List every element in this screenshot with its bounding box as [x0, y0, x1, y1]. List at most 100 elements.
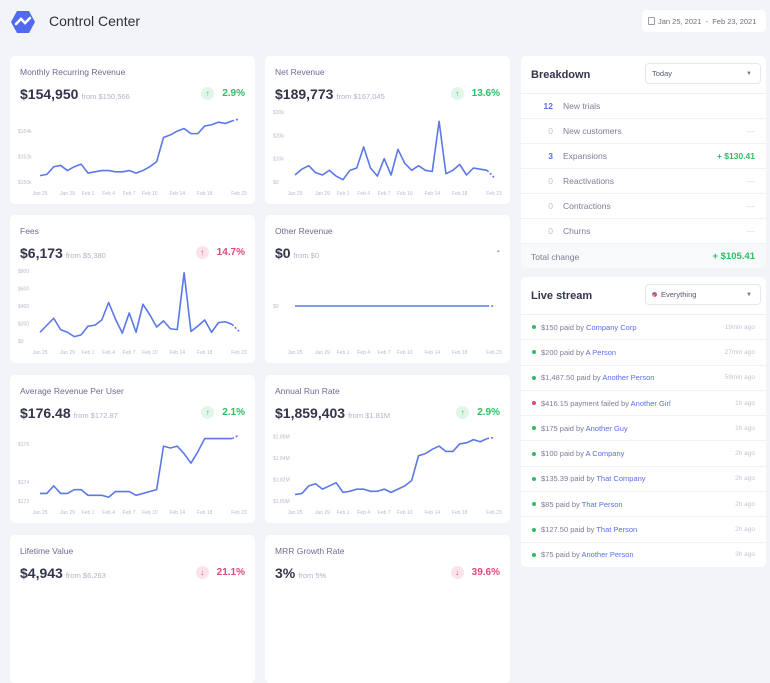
- x-tick-label: Feb 1: [82, 191, 95, 197]
- customer-link[interactable]: Another Guy: [585, 423, 628, 433]
- change-badge: ↑ 2.1%: [201, 406, 245, 419]
- x-tick-label: Feb 10: [397, 510, 413, 516]
- metric-value-text: 3%: [275, 565, 296, 581]
- metric-title: Annual Run Rate: [275, 386, 340, 396]
- livestream-filter-select[interactable]: Everything ▼: [645, 284, 761, 305]
- customer-link[interactable]: That Company: [596, 474, 646, 484]
- metric-card[interactable]: Monthly Recurring Revenue $154,950 from $…: [10, 56, 255, 204]
- metric-card[interactable]: Average Revenue Per User $176.48 from $17…: [10, 375, 255, 523]
- livestream-item[interactable]: $416.15 payment failed by Another Girl 1…: [521, 391, 766, 417]
- breakdown-count: 12: [543, 101, 553, 111]
- y-tick-label: $20k: [273, 133, 284, 139]
- customer-link[interactable]: That Person: [596, 525, 638, 535]
- event-description: $100 paid by: [541, 449, 584, 459]
- metric-previous: from $150,566: [81, 92, 130, 101]
- metric-card[interactable]: Net Revenue $189,773 from $167,045 ↑ 13.6%…: [265, 56, 510, 204]
- livestream-item[interactable]: $75 paid by Another Person 3h ago: [521, 543, 766, 567]
- event-time: 2h ago: [735, 526, 755, 534]
- metric-value: $176.48 from $172.87: [20, 405, 118, 421]
- metric-value-text: $154,950: [20, 86, 79, 102]
- total-change-label: Total change: [531, 251, 580, 262]
- series-projection: [486, 169, 495, 178]
- metric-value-text: $1,859,403: [275, 405, 346, 421]
- date-range-picker[interactable]: Jan 25, 2021 - Feb 23, 2021: [642, 10, 766, 32]
- breakdown-row[interactable]: 3 Expansions + $130.41: [521, 144, 766, 169]
- customer-link[interactable]: Another Girl: [630, 398, 671, 408]
- breakdown-amount: —: [746, 126, 756, 136]
- metric-card[interactable]: Fees $6,173 from $5,380 ↑ 14.7% $0 $200 $400 $…: [10, 215, 255, 363]
- breakdown-label: Reactivations: [563, 176, 615, 186]
- change-badge: ↑ 13.6%: [450, 87, 500, 100]
- customer-link[interactable]: That Person: [581, 499, 623, 509]
- breakdown-row[interactable]: 12 New trials: [521, 94, 766, 119]
- breakdown-label: New customers: [563, 126, 622, 136]
- customer-link[interactable]: Another Person: [581, 550, 634, 560]
- x-tick-label: Feb 10: [397, 191, 413, 197]
- metric-card[interactable]: Annual Run Rate $1,859,403 from $1.81M ↑ 2…: [265, 375, 510, 523]
- metric-card[interactable]: MRR Growth Rate 3% from 5% ↓ 39.6%: [265, 535, 510, 683]
- livestream-item[interactable]: $85 paid by That Person 2h ago: [521, 492, 766, 518]
- status-dot-icon: [532, 552, 536, 557]
- metric-title: Average Revenue Per User: [20, 386, 124, 396]
- status-dot-icon: [532, 476, 536, 481]
- app-title: Control Center: [49, 13, 141, 29]
- livestream-item[interactable]: $200 paid by A Person 27min ago: [521, 340, 766, 366]
- customer-link[interactable]: A Company: [585, 449, 625, 459]
- breakdown-amount: —: [746, 226, 756, 236]
- breakdown-row[interactable]: 0 New customers —: [521, 119, 766, 144]
- breakdown-row[interactable]: 0 Reactivations —: [521, 169, 766, 194]
- date-range-text: Jan 25, 2021 - Feb 23, 2021: [658, 16, 757, 26]
- customer-link[interactable]: A Person: [585, 347, 617, 357]
- x-tick-label: Feb 1: [337, 191, 350, 197]
- livestream-item[interactable]: $100 paid by A Company 2h ago: [521, 441, 766, 467]
- y-tick-label: $152k: [18, 155, 32, 161]
- x-tick-label: Jan 29: [315, 510, 330, 516]
- x-tick-label: Feb 14: [169, 510, 185, 516]
- x-tick-label: Jan 25: [32, 510, 47, 516]
- x-tick-label: Feb 23: [486, 191, 502, 197]
- x-tick-label: Jan 29: [60, 510, 75, 516]
- livestream-item[interactable]: $135.39 paid by That Company 2h ago: [521, 467, 766, 493]
- y-tick-label: $200: [18, 322, 29, 328]
- status-dot-icon: [532, 426, 536, 431]
- metric-card[interactable]: Lifetime Value $4,943 from $6,263 ↓ 21.1%: [10, 535, 255, 683]
- series-projection: [487, 436, 495, 440]
- event-text: $75 paid by Another Person: [541, 550, 735, 559]
- event-description: $85 paid by: [541, 499, 580, 509]
- breakdown-row[interactable]: 0 Contractions —: [521, 194, 766, 219]
- series-projection: [231, 434, 240, 440]
- series-line: [294, 437, 488, 496]
- breakdown-period-select[interactable]: Today ▼: [645, 63, 761, 84]
- line-chart: $150k $152k $154k Jan 25 Jan 29 Feb 1 Feb 4 Feb…: [18, 118, 247, 197]
- y-tick-label: $174: [18, 480, 29, 486]
- y-tick-label: $154k: [18, 129, 32, 135]
- livestream-item[interactable]: $1,487.50 paid by Another Person 59min a…: [521, 366, 766, 391]
- x-tick-label: Feb 1: [82, 510, 95, 516]
- customer-link[interactable]: Another Person: [602, 373, 655, 383]
- x-tick-label: Jan 25: [287, 350, 302, 356]
- breakdown-row[interactable]: 0 Churns —: [521, 219, 766, 244]
- x-tick-label: Jan 29: [60, 191, 75, 197]
- arrow-up-icon: ↑: [201, 406, 215, 419]
- customer-link[interactable]: Company Corp: [586, 322, 637, 332]
- event-description: $150 paid by: [541, 322, 584, 332]
- change-value: 13.6%: [471, 88, 500, 99]
- event-time: 2h ago: [735, 450, 755, 458]
- metric-previous: from $6,263: [65, 571, 106, 580]
- event-time: 27min ago: [724, 348, 755, 356]
- metric-card[interactable]: Other Revenue $0 from $0 - $0 Jan 25 Jan 29 F…: [265, 215, 510, 363]
- livestream-item[interactable]: $150 paid by Company Corp 19min ago: [521, 315, 766, 341]
- event-time: 59min ago: [724, 374, 755, 382]
- x-tick-label: Feb 23: [486, 510, 502, 516]
- metric-previous: from $1.81M: [348, 411, 391, 420]
- x-tick-label: Feb 7: [123, 350, 136, 356]
- change-value: 39.6%: [471, 567, 500, 578]
- event-description: $416.15 payment failed by: [541, 398, 629, 408]
- livestream-item[interactable]: $175 paid by Another Guy 1h ago: [521, 416, 766, 442]
- livestream-item[interactable]: $127.50 paid by That Person 2h ago: [521, 517, 766, 543]
- line-chart: $173 $174 $176 Jan 25 Jan 29 Feb 1 Feb 4 Feb 7 F…: [18, 434, 247, 516]
- y-tick-label: $400: [18, 304, 29, 310]
- arrow-down-icon: ↓: [450, 566, 464, 579]
- series-line: [40, 437, 233, 499]
- event-time: 19min ago: [724, 323, 755, 331]
